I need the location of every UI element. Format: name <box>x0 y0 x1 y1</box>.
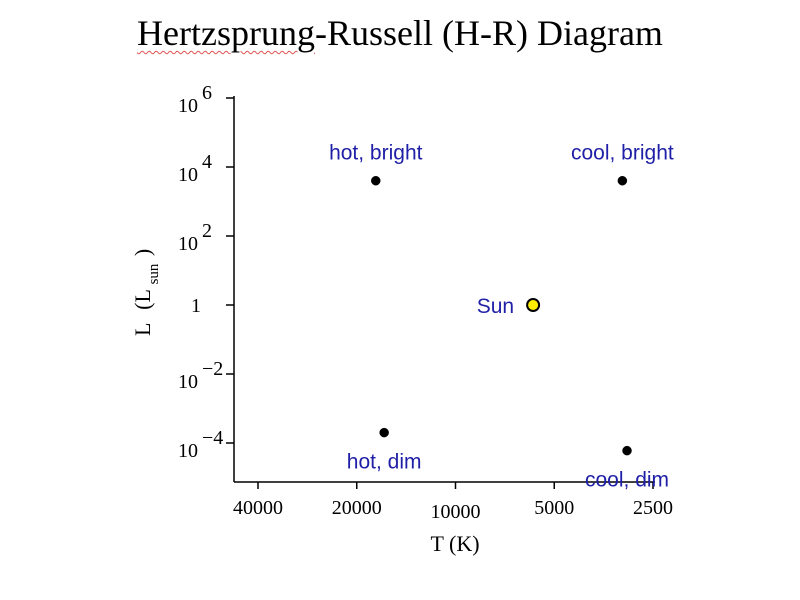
x-ticks: 40000 20000 10000 5000 2500 <box>233 482 673 523</box>
y-tick-label: 10 <box>178 233 198 255</box>
axes <box>233 96 655 483</box>
y-axis-label-close: ) <box>130 249 155 256</box>
point-label: hot, bright <box>329 142 423 165</box>
x-tick-label: 10000 <box>431 501 481 523</box>
data-points: hot, bright cool, bright Sun hot, dim cool, … <box>329 142 674 492</box>
y-axis-label-open: (L <box>130 290 155 310</box>
svg-text:L (L sun ): L (L sun ) <box>130 249 163 336</box>
x-tick-label: 20000 <box>332 497 382 519</box>
y-tick-label: 10 <box>178 440 198 462</box>
point-label: Sun <box>477 295 514 318</box>
point-label: hot, dim <box>347 451 422 474</box>
point-label: cool, bright <box>571 142 674 165</box>
x-tick-label: 40000 <box>233 497 283 519</box>
title-word: Hertzsprung <box>137 13 315 53</box>
point-label: cool, dim <box>585 469 669 492</box>
x-tick-label: 2500 <box>633 497 673 519</box>
title-rest: -Russell (H-R) Diagram <box>315 13 663 53</box>
star-marker <box>379 427 389 438</box>
y-tick-exponent: 6 <box>202 82 212 104</box>
y-axis-label: L (L sun ) <box>130 249 163 336</box>
y-axis-label-sub: sun <box>146 263 162 284</box>
y-tick-exponent: −4 <box>202 427 223 449</box>
y-tick-exponent: 4 <box>202 151 212 173</box>
x-tick-label: 5000 <box>534 497 574 519</box>
y-tick-exponent: 2 <box>202 220 212 242</box>
y-tick-label: 10 <box>178 95 198 117</box>
star-marker <box>371 175 381 186</box>
y-tick-label: 1 <box>191 295 201 317</box>
star-marker <box>617 175 628 186</box>
y-tick-label: 10 <box>178 164 198 186</box>
y-tick-label: 10 <box>178 371 198 393</box>
chart-title: Hertzsprung-Russell (H-R) Diagram <box>0 12 800 54</box>
y-tick-exponent: −2 <box>202 358 223 380</box>
x-axis-label: T (K) <box>430 531 479 556</box>
sun-marker <box>526 298 541 312</box>
star-marker <box>622 445 632 456</box>
y-axis-label-main: L <box>130 323 155 336</box>
